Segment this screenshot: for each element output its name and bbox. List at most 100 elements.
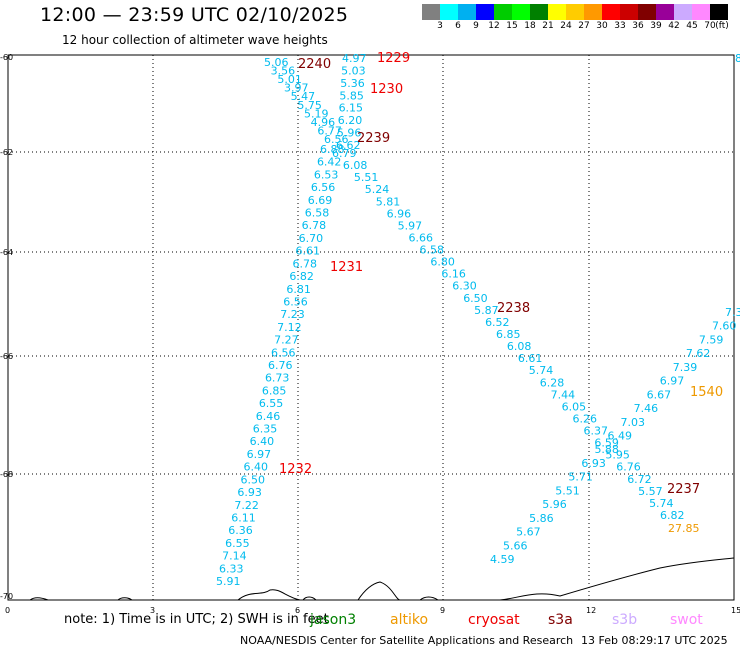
swh-value: 7.44 [551, 388, 576, 401]
swh-value: 6.37 [583, 425, 608, 438]
swh-value: 5.96 [542, 498, 567, 511]
swh-value: 6.53 [314, 168, 339, 181]
swh-value: 5.81 [376, 195, 401, 208]
color-scale-labels: 3 6 9 12 15 18 21 24 27 30 33 36 39 42 45 70 (ft) [422, 21, 740, 35]
swh-value: 6.50 [240, 473, 265, 486]
scale-swatch [710, 4, 728, 20]
swh-value: 5.95 [605, 449, 630, 462]
swh-value: 3.56 [271, 65, 296, 78]
swh-value: 6.30 [452, 280, 477, 293]
swh-value: 4.97 [342, 52, 367, 65]
swh-value: 5.97 [398, 219, 423, 232]
credit-line: NOAA/NESDIS Center for Satellite Applica… [240, 634, 574, 647]
color-scale-bar [422, 4, 728, 20]
swh-value: 6.42 [317, 156, 342, 169]
swh-value: 5.74 [649, 497, 674, 510]
swh-value: 6.80 [430, 256, 455, 269]
scale-label: (ft) [715, 21, 729, 31]
map-title: 12:00 — 23:59 UTC 02/10/2025 [40, 4, 349, 26]
scale-label: 30 [596, 21, 608, 31]
swh-value: 7.22 [234, 499, 259, 512]
swh-value: 6.77 [317, 124, 342, 137]
swh-value: 6.66 [409, 231, 434, 244]
swh-value: 6.73 [265, 372, 290, 385]
swh-value: 5.01 [277, 73, 302, 86]
swh-value: 7.59 [699, 333, 724, 346]
scale-swatch [566, 4, 584, 20]
swh-value: 6.97 [247, 448, 272, 461]
lat-label: -60 [0, 53, 13, 62]
swh-value: 6.69 [308, 194, 333, 207]
scale-swatch [620, 4, 638, 20]
swh-value: 7.14 [222, 550, 247, 563]
pass-time: 1229 [377, 51, 410, 66]
swh-value: 6.55 [225, 537, 250, 550]
swh-value: 5.66 [503, 539, 528, 552]
swh-value: 6.40 [244, 461, 269, 474]
scale-label: 24 [560, 21, 572, 31]
scale-swatch [530, 4, 548, 20]
swh-value: 5.85 [339, 89, 364, 102]
satellite-s3b: s3b [612, 612, 638, 628]
swh-value: 7.46 [634, 402, 659, 415]
swh-value: 8 [735, 52, 740, 65]
swh-value: 5.91 [216, 575, 241, 588]
swh-value: 6.26 [573, 412, 598, 425]
scale-swatch [548, 4, 566, 20]
satellite-legend: jason3 altiko cryosat s3a s3b swot [0, 612, 740, 630]
scale-swatch [584, 4, 602, 20]
scale-swatch [656, 4, 674, 20]
swh-value: 6.59 [594, 437, 619, 450]
pass-time: 1232 [279, 462, 312, 477]
satellite-jason3: jason3 [310, 612, 357, 628]
swh-value: 6.93 [237, 486, 261, 499]
scale-swatch [422, 4, 440, 20]
swh-value: 6.50 [463, 292, 488, 305]
swh-value: 6.33 [219, 562, 244, 575]
swh-value: 6.56 [311, 181, 336, 194]
swh-value: 6.61 [296, 245, 321, 258]
scale-label: 6 [455, 21, 461, 31]
swh-value: 4.96 [311, 116, 336, 129]
swh-value: 5.51 [354, 171, 379, 184]
pass-time: 2238 [497, 301, 530, 316]
scale-swatch [512, 4, 530, 20]
scale-label: 3 [437, 21, 443, 31]
swh-value: 6.82 [660, 509, 685, 522]
swh-value: 7.60 [712, 320, 737, 333]
swh-value: 6.70 [299, 232, 324, 245]
swh-value: 6.52 [485, 316, 510, 329]
swh-value: 5.47 [291, 90, 316, 103]
swh-value: 27.85 [668, 522, 700, 535]
lat-label: -62 [0, 148, 13, 157]
swh-value: 6.61 [518, 352, 543, 365]
swh-value: 6.88 [320, 143, 345, 156]
swh-value: 6.62 [336, 139, 361, 152]
swh-value: 6.78 [292, 257, 317, 270]
lon-label: 15 [731, 606, 740, 615]
swh-value: 6.96 [387, 207, 412, 220]
scale-label: 33 [614, 21, 626, 31]
scale-swatch [602, 4, 620, 20]
pass-time: 2237 [667, 482, 700, 497]
scale-swatch [440, 4, 458, 20]
swh-value: 5.74 [529, 364, 554, 377]
lon-label: 12 [586, 606, 596, 615]
swh-value: 6.55 [259, 397, 284, 410]
swh-value: 6.46 [256, 410, 281, 423]
swh-value: 4.59 [490, 553, 515, 566]
swh-value: 6.78 [302, 219, 327, 232]
swh-value: 6.85 [496, 328, 521, 341]
swh-value: 5.75 [297, 99, 322, 112]
swh-value: 6.08 [507, 340, 532, 353]
swh-value: 6.79 [332, 147, 357, 160]
scale-label: 70 [704, 21, 716, 31]
swh-value: 6.20 [338, 114, 363, 127]
scale-label: 27 [578, 21, 590, 31]
swh-value: 7.3 [725, 306, 740, 319]
scale-swatch [476, 4, 494, 20]
footer-note: note: 1) Time is in UTC; 2) SWH is in fe… [64, 612, 329, 627]
satellite-cryosat: cryosat [468, 612, 520, 628]
swh-value: 5.06 [264, 56, 289, 69]
lat-label: -66 [0, 352, 13, 361]
